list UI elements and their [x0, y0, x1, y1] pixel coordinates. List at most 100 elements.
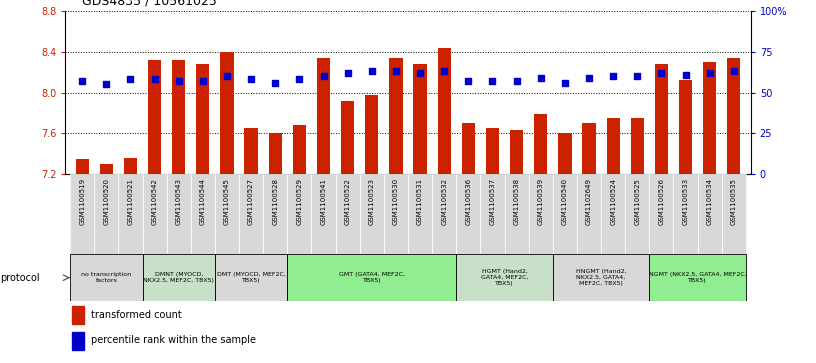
Bar	[558, 134, 571, 174]
Bar	[268, 134, 282, 174]
Bar	[191, 174, 215, 254]
Bar	[166, 174, 191, 254]
Bar	[703, 62, 716, 174]
Text: GSM1100535: GSM1100535	[731, 178, 737, 225]
Text: HGMT (Hand2,
GATA4, MEF2C,
TBX5): HGMT (Hand2, GATA4, MEF2C, TBX5)	[481, 269, 528, 286]
Bar	[631, 118, 644, 174]
Bar	[529, 174, 552, 254]
Text: GSM1100528: GSM1100528	[273, 178, 278, 225]
Point	[655, 70, 668, 76]
Bar	[601, 174, 625, 254]
Point	[366, 69, 379, 74]
Text: GSM1100522: GSM1100522	[344, 178, 351, 225]
Bar	[366, 95, 379, 174]
Text: GSM1100540: GSM1100540	[562, 178, 568, 225]
Text: GSM1100532: GSM1100532	[441, 178, 447, 225]
Text: GSM1100536: GSM1100536	[465, 178, 472, 225]
Bar	[341, 101, 354, 174]
Point	[606, 73, 619, 79]
Bar	[124, 158, 137, 174]
Bar	[312, 174, 335, 254]
Bar	[481, 174, 504, 254]
Text: GSM1100544: GSM1100544	[200, 178, 206, 225]
Bar	[293, 125, 306, 174]
Point	[124, 77, 137, 82]
Text: GSM1100523: GSM1100523	[369, 178, 375, 225]
Bar	[239, 174, 264, 254]
Bar	[360, 174, 384, 254]
Bar	[650, 174, 673, 254]
Bar	[625, 174, 650, 254]
Bar	[264, 174, 287, 254]
Text: GSM1100520: GSM1100520	[104, 178, 109, 225]
Text: GSM1100531: GSM1100531	[417, 178, 423, 225]
Bar	[504, 174, 529, 254]
Bar	[72, 332, 85, 350]
Bar	[577, 174, 601, 254]
Point	[148, 77, 161, 82]
Bar	[552, 254, 650, 301]
Text: GSM1100534: GSM1100534	[707, 178, 712, 225]
Text: GSM1100537: GSM1100537	[490, 178, 495, 225]
Text: GSM1100526: GSM1100526	[659, 178, 664, 225]
Bar	[76, 159, 89, 174]
Bar	[384, 174, 408, 254]
Text: GSM1100542: GSM1100542	[152, 178, 157, 225]
Bar	[486, 128, 499, 174]
Bar	[456, 174, 481, 254]
Bar	[215, 254, 287, 301]
Bar	[510, 130, 523, 174]
Point	[220, 73, 233, 79]
Point	[486, 78, 499, 84]
Bar	[698, 174, 722, 254]
Text: protocol: protocol	[0, 273, 40, 283]
Text: NGMT (NKX2.5, GATA4, MEF2C,
TBX5): NGMT (NKX2.5, GATA4, MEF2C, TBX5)	[649, 272, 747, 283]
Text: DMT (MYOCD, MEF2C,
TBX5): DMT (MYOCD, MEF2C, TBX5)	[217, 272, 286, 283]
Bar	[650, 254, 746, 301]
Point	[727, 69, 740, 74]
Bar	[679, 80, 692, 174]
Bar	[287, 254, 456, 301]
Bar	[456, 254, 552, 301]
Point	[510, 78, 523, 84]
Bar	[389, 58, 402, 174]
Text: HNGMT (Hand2,
NKX2.5, GATA4,
MEF2C, TBX5): HNGMT (Hand2, NKX2.5, GATA4, MEF2C, TBX5…	[576, 269, 627, 286]
Bar	[94, 174, 118, 254]
Point	[583, 75, 596, 81]
Bar	[727, 58, 740, 174]
Text: GSM1100541: GSM1100541	[321, 178, 326, 225]
Point	[317, 73, 330, 79]
Point	[389, 69, 402, 74]
Text: GSM1100539: GSM1100539	[538, 178, 543, 225]
Point	[558, 80, 571, 86]
Text: DMNT (MYOCD,
NKX2.5, MEF2C, TBX5): DMNT (MYOCD, NKX2.5, MEF2C, TBX5)	[144, 272, 214, 283]
Bar	[70, 174, 94, 254]
Text: GSM1100519: GSM1100519	[79, 178, 85, 225]
Bar	[722, 174, 746, 254]
Text: GSM1100543: GSM1100543	[175, 178, 182, 225]
Bar	[335, 174, 360, 254]
Text: no transcription
factors: no transcription factors	[82, 272, 131, 283]
Bar	[196, 64, 210, 174]
Point	[462, 78, 475, 84]
Bar	[220, 52, 233, 174]
Bar	[408, 174, 432, 254]
Bar	[534, 114, 548, 174]
Bar	[317, 58, 330, 174]
Text: GSM1100545: GSM1100545	[224, 178, 230, 225]
Text: GSM1100530: GSM1100530	[393, 178, 399, 225]
Bar	[414, 64, 427, 174]
Point	[534, 75, 548, 81]
Bar	[583, 123, 596, 174]
Bar	[552, 174, 577, 254]
Point	[341, 70, 354, 76]
Bar	[437, 48, 450, 174]
Point	[245, 77, 258, 82]
Bar	[432, 174, 456, 254]
Bar	[606, 118, 620, 174]
Point	[172, 78, 185, 84]
Point	[197, 78, 210, 84]
Bar	[148, 60, 162, 174]
Bar	[462, 123, 475, 174]
Bar	[70, 254, 143, 301]
